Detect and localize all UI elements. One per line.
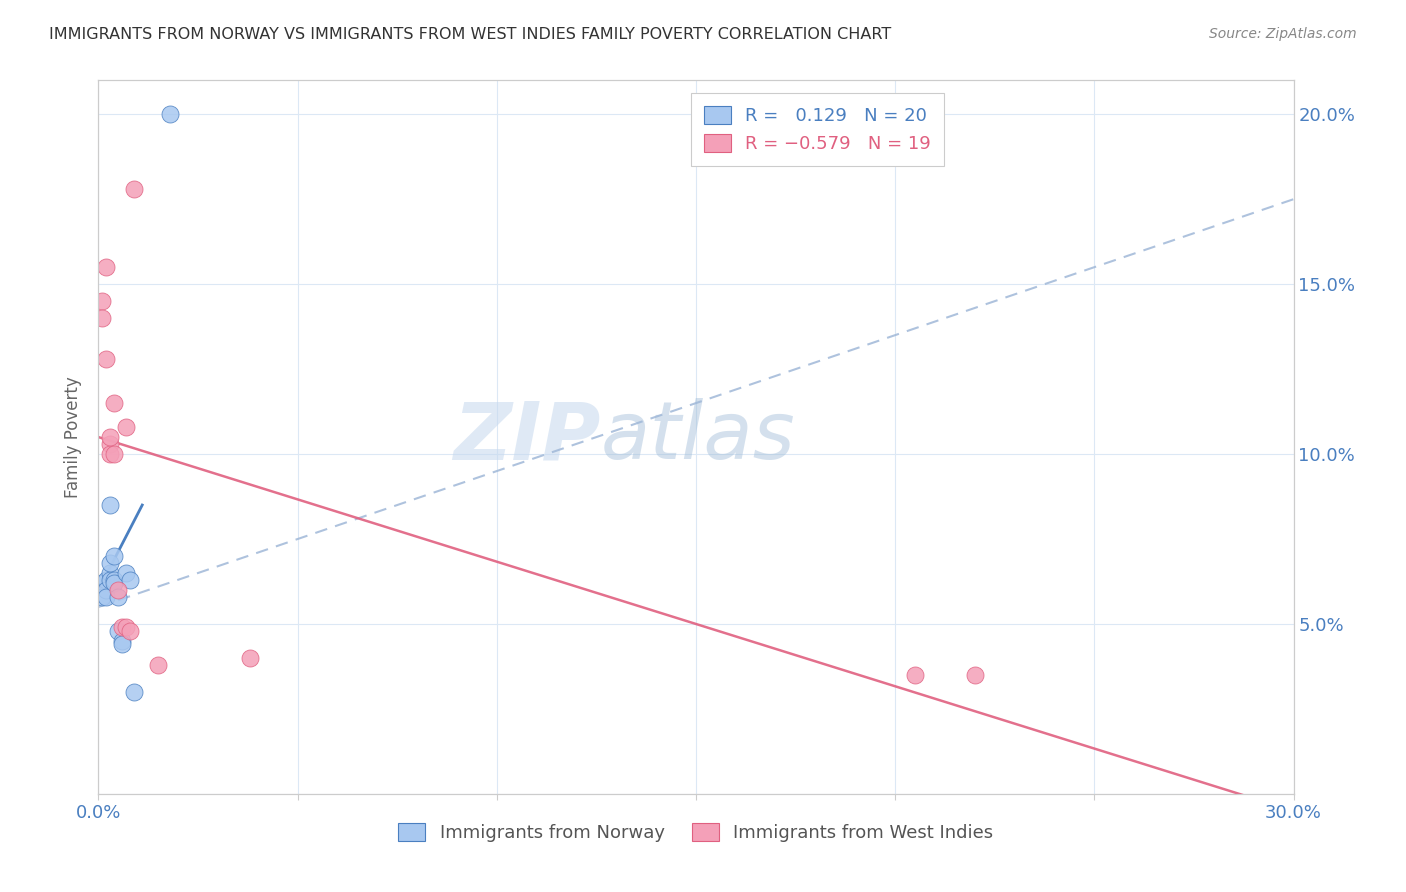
- Point: [904, 668, 927, 682]
- Point: [103, 576, 125, 591]
- Point: [120, 624, 142, 638]
- Point: [120, 573, 142, 587]
- Text: Source: ZipAtlas.com: Source: ZipAtlas.com: [1209, 27, 1357, 41]
- Point: [115, 620, 138, 634]
- Point: [98, 573, 122, 587]
- Point: [124, 182, 146, 196]
- Point: [98, 498, 122, 512]
- Point: [98, 566, 122, 580]
- Point: [124, 685, 146, 699]
- Point: [98, 430, 122, 444]
- Point: [107, 582, 129, 597]
- Point: [91, 576, 114, 591]
- Point: [159, 107, 181, 121]
- Point: [111, 620, 134, 634]
- Point: [91, 590, 114, 604]
- Point: [115, 420, 138, 434]
- Point: [96, 590, 118, 604]
- Point: [963, 668, 986, 682]
- Text: atlas: atlas: [600, 398, 796, 476]
- Point: [98, 447, 122, 461]
- Legend: Immigrants from Norway, Immigrants from West Indies: Immigrants from Norway, Immigrants from …: [391, 815, 1001, 849]
- Point: [148, 657, 170, 672]
- Point: [103, 396, 125, 410]
- Point: [107, 624, 129, 638]
- Point: [103, 447, 125, 461]
- Point: [91, 294, 114, 309]
- Point: [98, 437, 122, 451]
- Point: [96, 260, 118, 275]
- Point: [96, 582, 118, 597]
- Point: [96, 573, 118, 587]
- Point: [239, 651, 262, 665]
- Text: IMMIGRANTS FROM NORWAY VS IMMIGRANTS FROM WEST INDIES FAMILY POVERTY CORRELATION: IMMIGRANTS FROM NORWAY VS IMMIGRANTS FRO…: [49, 27, 891, 42]
- Point: [96, 351, 118, 366]
- Point: [111, 634, 134, 648]
- Point: [115, 566, 138, 580]
- Point: [98, 556, 122, 570]
- Y-axis label: Family Poverty: Family Poverty: [65, 376, 83, 498]
- Point: [103, 573, 125, 587]
- Point: [91, 311, 114, 326]
- Point: [111, 637, 134, 651]
- Point: [103, 549, 125, 563]
- Point: [107, 590, 129, 604]
- Text: ZIP: ZIP: [453, 398, 600, 476]
